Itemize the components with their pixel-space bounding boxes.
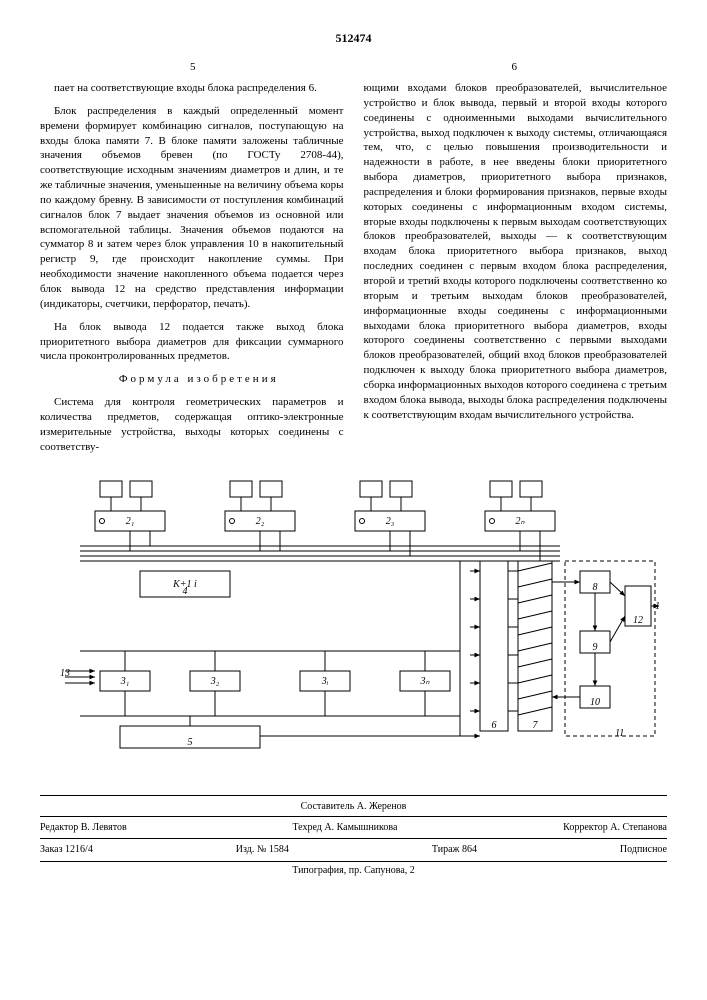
corrector: Корректор А. Степанова bbox=[563, 821, 667, 835]
svg-text:2₃: 2₃ bbox=[386, 516, 395, 527]
svg-text:7: 7 bbox=[533, 720, 539, 731]
compiler: Составитель А. Жеренов bbox=[40, 800, 667, 814]
svg-text:3ₙ: 3ₙ bbox=[420, 676, 431, 687]
para: ющими входами блоков преобразователей, в… bbox=[364, 81, 668, 422]
techred: Техред А. Камышникова bbox=[292, 821, 397, 835]
svg-text:3ᵢ: 3ᵢ bbox=[321, 676, 329, 687]
svg-text:3₁: 3₁ bbox=[120, 676, 129, 687]
izd: Изд. № 1584 bbox=[236, 843, 289, 857]
editor: Редактор В. Левятов bbox=[40, 821, 127, 835]
svg-text:10: 10 bbox=[590, 697, 600, 708]
footer: Составитель А. Жеренов Редактор В. Левят… bbox=[40, 795, 667, 877]
svg-text:9: 9 bbox=[593, 642, 598, 653]
order: Заказ 1216/4 bbox=[40, 843, 93, 857]
right-column: ющими входами блоков преобразователей, в… bbox=[364, 81, 668, 462]
para: пает на соответствующие входы блока расп… bbox=[40, 81, 344, 96]
svg-text:8: 8 bbox=[593, 582, 598, 593]
svg-text:5: 5 bbox=[188, 737, 193, 748]
text-columns: пает на соответствующие входы блока расп… bbox=[40, 81, 667, 462]
sub: Подписное bbox=[620, 843, 667, 857]
page-right: 6 bbox=[512, 60, 518, 75]
formula-text: Система для контроля геометрических пара… bbox=[40, 395, 344, 454]
formula-title: Формула изобретения bbox=[40, 372, 344, 387]
left-column: пает на соответствующие входы блока расп… bbox=[40, 81, 344, 462]
svg-text:2₁: 2₁ bbox=[126, 516, 134, 527]
page-numbers: 5 6 bbox=[40, 60, 667, 75]
para: Блок распределения в каждый определенный… bbox=[40, 104, 344, 312]
tirage: Тираж 864 bbox=[432, 843, 477, 857]
svg-text:12: 12 bbox=[633, 615, 643, 626]
para: На блок вывода 12 подается также выход б… bbox=[40, 320, 344, 365]
svg-text:2₂: 2₂ bbox=[256, 516, 265, 527]
address: Типография, пр. Сапунова, 2 bbox=[40, 864, 667, 878]
svg-text:3₂: 3₂ bbox=[210, 676, 220, 687]
svg-text:11: 11 bbox=[615, 728, 624, 739]
svg-text:14: 14 bbox=[655, 601, 660, 612]
svg-text:4: 4 bbox=[183, 586, 188, 597]
circuit-diagram: 2₁2₂2₃2ₙK+1 i43₁3₂3ᵢ3ₙ135678910121411 bbox=[40, 476, 660, 776]
svg-text:6: 6 bbox=[492, 720, 497, 731]
svg-text:2ₙ: 2ₙ bbox=[516, 516, 526, 527]
page-left: 5 bbox=[190, 60, 196, 75]
document-number: 512474 bbox=[40, 30, 667, 46]
